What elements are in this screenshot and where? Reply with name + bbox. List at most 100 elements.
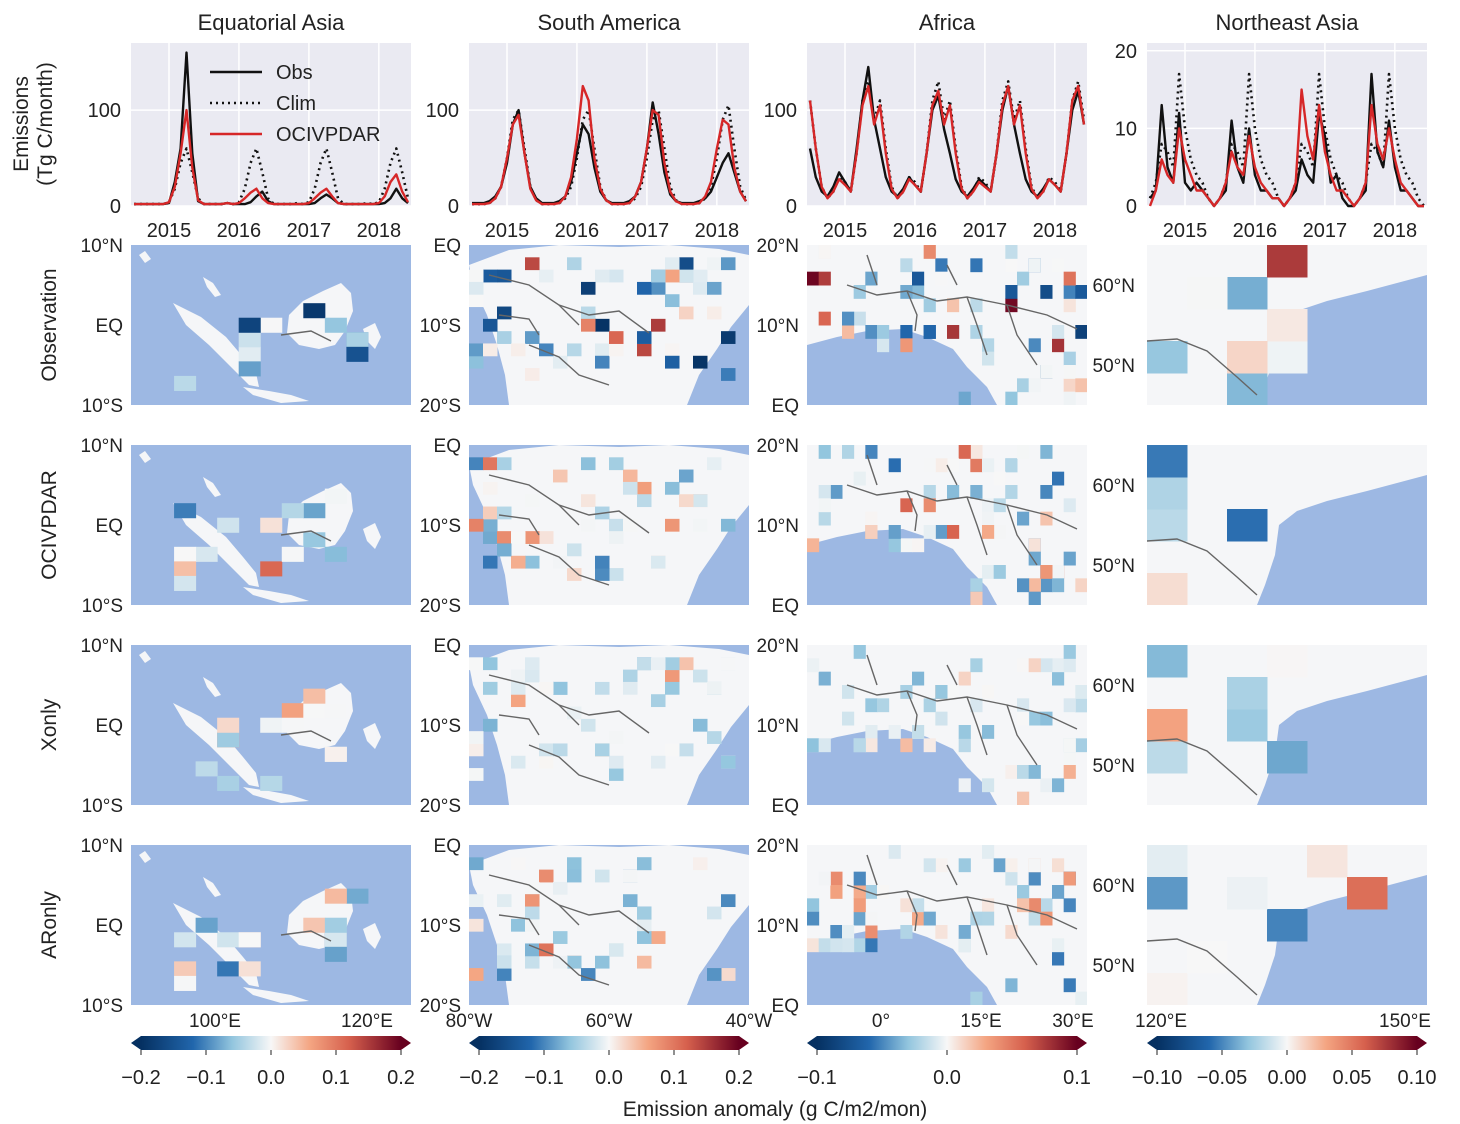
anomaly-cell bbox=[623, 894, 638, 908]
anomaly-cell bbox=[982, 685, 995, 699]
lat-tick-label: 50°N bbox=[1093, 756, 1135, 777]
anomaly-cell bbox=[174, 975, 197, 991]
anomaly-cell bbox=[665, 681, 680, 695]
anomaly-cell bbox=[651, 269, 666, 283]
lon-tick-label: 40°W bbox=[726, 1011, 773, 1032]
anomaly-cell bbox=[623, 518, 638, 532]
anomaly-cell bbox=[1147, 645, 1188, 678]
anomaly-cell bbox=[469, 343, 484, 357]
anomaly-cell bbox=[1063, 645, 1076, 659]
anomaly-cell bbox=[830, 938, 843, 953]
anomaly-cell bbox=[865, 938, 878, 953]
anomaly-cell bbox=[483, 657, 498, 671]
colorbar-tick-label: 0.0 bbox=[595, 1067, 623, 1089]
anomaly-cell bbox=[888, 458, 901, 473]
anomaly-cell bbox=[1063, 351, 1076, 366]
anomaly-cell bbox=[567, 869, 582, 883]
anomaly-cell bbox=[303, 688, 326, 704]
anomaly-cell bbox=[539, 531, 554, 544]
anomaly-cell bbox=[1063, 871, 1076, 886]
anomaly-cell bbox=[1147, 477, 1188, 510]
anomaly-cell bbox=[947, 485, 960, 499]
anomaly-cell bbox=[1063, 378, 1076, 393]
anomaly-cell bbox=[511, 681, 526, 695]
anomaly-cell bbox=[877, 325, 890, 339]
anomaly-cell bbox=[539, 869, 554, 883]
anomaly-cell bbox=[1005, 458, 1018, 473]
anomaly-cell bbox=[174, 561, 197, 577]
anomaly-cell bbox=[303, 503, 326, 519]
country-border bbox=[1006, 504, 1038, 566]
anomaly-cell bbox=[217, 732, 240, 748]
colorbar-tick-label: −0.2 bbox=[459, 1067, 498, 1089]
anomaly-cell bbox=[1040, 578, 1053, 593]
lat-tick-label: 10°S bbox=[420, 516, 461, 537]
anomaly-cell bbox=[539, 269, 554, 283]
lat-tick-label: 10°S bbox=[420, 716, 461, 737]
anomaly-cell bbox=[497, 306, 512, 320]
anomaly-cell bbox=[1017, 711, 1030, 726]
country-border bbox=[558, 904, 650, 934]
series-line-2 bbox=[1148, 88, 1424, 208]
anomaly-cell bbox=[1017, 658, 1030, 673]
anomaly-cell bbox=[830, 925, 843, 939]
anomaly-cell bbox=[324, 932, 347, 948]
anomaly-cell bbox=[1347, 877, 1388, 910]
anomaly-cell bbox=[982, 845, 995, 859]
anomaly-cell bbox=[665, 657, 680, 671]
anomaly-cell bbox=[1052, 671, 1065, 686]
country-border bbox=[906, 890, 918, 932]
anomaly-cell bbox=[923, 698, 936, 713]
anomaly-cell bbox=[665, 518, 680, 532]
anomaly-cell bbox=[1017, 271, 1030, 286]
anomaly-cell bbox=[469, 743, 484, 757]
legend: Obs Clim OCIVPDAR bbox=[210, 62, 380, 146]
anomaly-cell bbox=[900, 925, 913, 939]
anomaly-cell bbox=[993, 498, 1006, 513]
land bbox=[139, 451, 151, 463]
anomaly-cell bbox=[818, 311, 831, 326]
lat-tick-label: EQ bbox=[96, 516, 123, 537]
anomaly-cell bbox=[1063, 271, 1076, 286]
x-tick-label: 2018 bbox=[357, 220, 402, 242]
anomaly-cell bbox=[609, 343, 624, 357]
x-tick-label: 2015 bbox=[147, 220, 192, 242]
country-border bbox=[946, 864, 958, 886]
y-tick-label: 10 bbox=[1115, 118, 1137, 140]
anomaly-cell bbox=[567, 343, 582, 357]
anomaly-cell bbox=[1052, 258, 1065, 273]
anomaly-cell bbox=[511, 755, 526, 769]
country-border bbox=[488, 874, 580, 926]
anomaly-cell bbox=[511, 531, 526, 544]
anomaly-cell bbox=[609, 568, 624, 581]
anomaly-cell bbox=[818, 511, 831, 526]
country-border bbox=[1006, 304, 1038, 366]
anomaly-cell bbox=[469, 269, 484, 283]
anomaly-cells bbox=[1147, 245, 1308, 405]
anomaly-cell bbox=[807, 898, 820, 913]
anomaly-cell bbox=[665, 669, 680, 683]
anomaly-cell bbox=[553, 931, 568, 944]
anomaly-cell bbox=[1017, 445, 1030, 459]
lat-tick-label: 10°S bbox=[82, 796, 123, 817]
anomaly-cell bbox=[581, 494, 596, 508]
anomaly-cell bbox=[912, 538, 925, 553]
colorbar-row: −0.2 −0.1 0.0 0.1 0.2 −0.2 −0.1 0.0 0.1 0.2 −0.1 0.… bbox=[121, 1036, 1436, 1089]
anomaly-cell bbox=[935, 711, 948, 726]
anomaly-cell bbox=[935, 271, 948, 286]
anomaly-cell bbox=[877, 338, 890, 353]
anomaly-cell bbox=[553, 355, 568, 369]
anomaly-cell bbox=[665, 294, 680, 308]
anomaly-cell bbox=[637, 494, 652, 508]
anomaly-cell bbox=[679, 494, 694, 508]
lat-tick-label: 20°N bbox=[757, 436, 799, 457]
anomaly-cell bbox=[195, 546, 218, 562]
anomaly-cell bbox=[497, 955, 512, 969]
land bbox=[363, 323, 381, 349]
row-label: Xonly bbox=[38, 698, 61, 751]
colorbar-tick-label: 0.00 bbox=[1268, 1067, 1307, 1089]
land bbox=[203, 677, 221, 697]
anomaly-cell bbox=[888, 845, 901, 859]
anomaly-cell bbox=[174, 503, 197, 519]
lat-tick-label: EQ bbox=[96, 316, 123, 337]
